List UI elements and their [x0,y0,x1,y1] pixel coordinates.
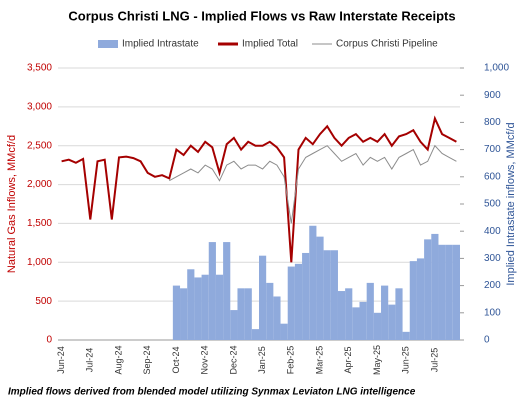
x-tick-label: Jun-25 [401,346,411,374]
x-tick-label: Dec-24 [228,345,238,374]
y2-tick-label: 100 [484,307,501,318]
legend-swatch [98,40,118,48]
bar [424,239,432,340]
x-tick-label: Jul-24 [85,348,95,373]
legend-label: Implied Total [242,39,298,50]
bar [452,244,460,340]
y2-tick-label: 400 [484,226,501,237]
bar [352,307,360,340]
y2-tick-label: 1,000 [484,63,509,74]
bar [345,288,353,340]
bar [309,225,317,340]
x-tick-label: Jul-25 [429,348,439,373]
bar [266,282,274,340]
y2-tick-label: 900 [484,90,501,101]
bar [294,263,303,340]
line [61,115,457,263]
bar [251,329,259,340]
bar [330,250,338,340]
bar [381,285,389,340]
bar [237,288,245,340]
bar [280,323,288,340]
bar [172,285,181,340]
bar [215,274,224,340]
x-tick-label: Oct-24 [171,346,181,373]
bar [201,274,209,340]
chart-title: Corpus Christi LNG - Implied Flows vs Ra… [68,8,455,23]
x-tick-label: Mar-25 [314,346,324,375]
bar [287,266,295,340]
x-tick-label: Sep-24 [142,345,152,374]
footnote: Implied flows derived from blended model… [8,387,416,398]
x-tick-label: Apr-25 [343,346,353,373]
x-tick-label: Nov-24 [200,345,210,374]
bar [259,255,267,340]
bar [359,301,367,340]
y-axis-label: Natural Gas Inflows, MMcf/d [6,135,18,273]
bar [273,296,281,340]
x-tick-label: Jan-25 [257,346,267,374]
bar [409,261,417,340]
x-tick-label: Aug-24 [113,345,123,374]
y2-tick-label: 0 [484,335,490,346]
y-tick-label: 1,000 [27,257,52,268]
bar [402,331,410,340]
line [169,144,457,224]
y-tick-label: 0 [46,335,52,346]
bar [194,277,202,340]
bar [187,269,195,340]
bar [244,288,252,340]
legend-label: Implied Intrastate [122,39,199,50]
bar [337,291,346,340]
y-tick-label: 3,500 [27,63,52,74]
y2-tick-label: 300 [484,253,501,264]
bar [388,304,396,340]
y2-tick-label: 800 [484,117,501,128]
y-tick-label: 3,000 [27,101,52,112]
y-tick-label: 2,500 [27,140,52,151]
bar [316,236,324,340]
y2-tick-label: 500 [484,199,501,210]
y-tick-label: 2,000 [27,179,52,190]
y2-tick-label: 200 [484,280,501,291]
bar [223,242,231,340]
x-tick-label: May-25 [372,345,382,375]
y2-axis-label: Implied Intrastate inflows, MMcf/d [505,122,517,285]
y-tick-label: 500 [35,296,52,307]
x-tick-label: Feb-25 [286,346,296,375]
y2-tick-label: 700 [484,144,501,155]
bar [438,244,446,340]
bar [431,233,439,340]
x-tick-label: Jun-24 [56,346,66,374]
bar [323,250,331,340]
bar [445,244,453,340]
bar [230,310,238,340]
y-tick-label: 1,500 [27,218,52,229]
bar [373,312,382,340]
bar [416,258,425,340]
bar [208,242,216,340]
bar [302,252,310,340]
bar [180,288,188,340]
bar [366,282,374,340]
legend-label: Corpus Christi Pipeline [336,39,438,50]
bar [395,288,403,340]
y2-tick-label: 600 [484,171,501,182]
